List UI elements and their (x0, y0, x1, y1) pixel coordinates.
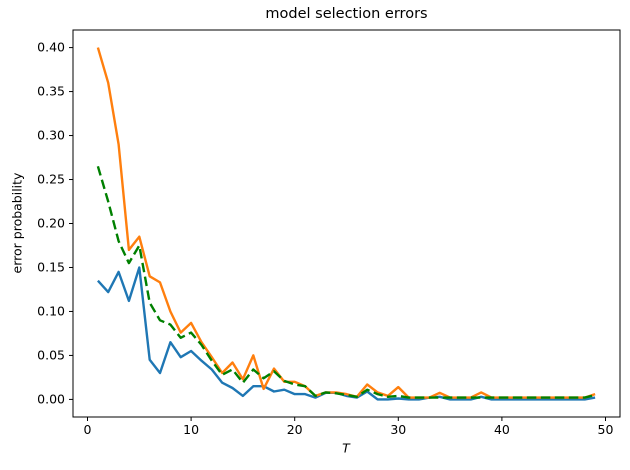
chart-title: model selection errors (265, 6, 428, 22)
x-tick-label: 50 (598, 422, 614, 437)
y-tick-label: 0.40 (37, 40, 65, 55)
x-tick-label: 0 (84, 422, 92, 437)
y-tick-label: 0.10 (37, 303, 65, 318)
blue-solid-line (97, 266, 596, 401)
y-tick-label: 0.30 (37, 128, 65, 143)
plot-spines (72, 29, 621, 418)
orange-solid-line (96, 47, 596, 399)
y-tick-label: 0.20 (37, 216, 65, 231)
y-tick-label: 0.00 (37, 391, 65, 406)
x-tick-label: 40 (494, 422, 510, 437)
y-tick-label: 0.15 (37, 259, 65, 274)
y-tick-label: 0.35 (37, 84, 65, 99)
y-tick-label: 0.25 (37, 172, 65, 187)
green-dashed-line (96, 165, 596, 399)
x-tick-label: 30 (390, 422, 406, 437)
x-tick-label: 20 (287, 422, 303, 437)
y-tick-label: 0.05 (37, 347, 65, 362)
x-axis-label: T (342, 440, 350, 456)
x-tick-label: 10 (183, 422, 199, 437)
